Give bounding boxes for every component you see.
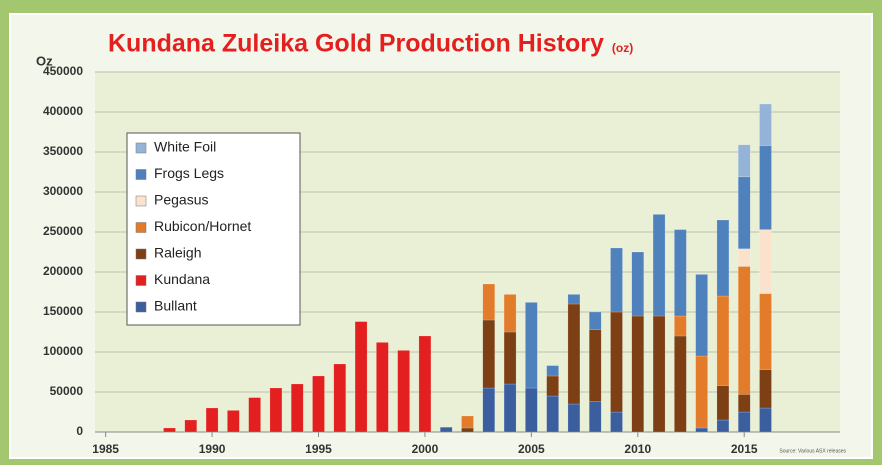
- bar-segment: [461, 427, 474, 433]
- bar-segment: [525, 387, 538, 433]
- legend-swatch: [135, 248, 147, 260]
- bar-segment: [759, 369, 772, 409]
- y-tick-label: 0: [76, 424, 83, 438]
- bar-segment: [333, 363, 347, 433]
- bar-segment: [759, 293, 772, 370]
- bar-segment: [567, 303, 581, 405]
- bar-segment: [716, 385, 730, 421]
- x-tick-label: 1985: [92, 442, 119, 456]
- y-tick-label: 50000: [50, 384, 84, 398]
- bar-segment: [376, 342, 389, 433]
- bar-segment: [716, 295, 730, 386]
- legend-swatch: [135, 222, 147, 233]
- legend-box: [126, 132, 301, 326]
- bar-segment: [674, 315, 687, 337]
- bar-segment: [695, 427, 708, 433]
- bar-segment: [759, 103, 772, 146]
- bar-segment: [546, 365, 559, 377]
- bar-segment: [737, 248, 751, 267]
- bar-segment: [759, 145, 772, 230]
- bar-segment: [631, 251, 645, 317]
- bar-segment: [546, 375, 559, 397]
- bar-segment: [652, 214, 666, 317]
- bar-segment: [567, 294, 581, 305]
- x-tick-label: 2000: [412, 442, 439, 456]
- bar-segment: [588, 401, 602, 433]
- bar-segment: [525, 302, 538, 389]
- y-tick-label: 300000: [43, 184, 83, 198]
- legend-swatch: [135, 142, 147, 154]
- bar-segment: [567, 403, 581, 433]
- y-tick-label: 400000: [43, 104, 83, 118]
- legend-swatch: [135, 275, 147, 286]
- bar-segment: [184, 419, 198, 433]
- chart-title: Kundana Zuleika Gold Production History: [108, 30, 604, 58]
- bar-segment: [716, 219, 730, 297]
- bar-segment: [631, 315, 645, 433]
- bar-segment: [163, 427, 176, 433]
- bar-segment: [695, 274, 708, 357]
- bar-segment: [418, 335, 432, 433]
- bar-segment: [503, 383, 517, 433]
- bar-segment: [588, 311, 602, 330]
- legend-label: Pegasus: [154, 192, 208, 208]
- bar-segment: [610, 247, 623, 313]
- y-tick-label: 200000: [43, 264, 83, 278]
- bar-segment: [439, 426, 453, 433]
- x-tick-label: 2005: [518, 442, 545, 456]
- legend-swatch: [135, 195, 147, 207]
- legend-label: Kundana: [154, 271, 210, 287]
- y-tick-label: 250000: [43, 224, 83, 238]
- bar-segment: [397, 350, 410, 433]
- x-tick-label: 1990: [199, 442, 226, 456]
- bar-segment: [312, 375, 325, 433]
- legend-label: Bullant: [154, 298, 197, 314]
- bar-segment: [737, 266, 751, 395]
- bar-segment: [610, 411, 623, 433]
- legend-label: Raleigh: [154, 245, 201, 261]
- bar-segment: [759, 229, 772, 294]
- bar-segment: [503, 294, 517, 333]
- bar-segment: [674, 229, 687, 317]
- bar-segment: [482, 319, 496, 389]
- bar-segment: [695, 355, 708, 429]
- title-unit: (oz): [612, 41, 633, 55]
- bar-segment: [759, 407, 772, 433]
- bar-segment: [610, 311, 623, 413]
- bar-segment: [737, 176, 751, 250]
- bar-segment: [737, 411, 751, 433]
- bar-segment: [588, 329, 602, 402]
- x-tick-label: 1995: [305, 442, 332, 456]
- legend-label: Rubicon/Hornet: [154, 218, 251, 234]
- bar-segment: [269, 387, 283, 433]
- x-tick-label: 2010: [624, 442, 651, 456]
- bar-segment: [503, 331, 517, 385]
- bar-segment: [546, 395, 559, 433]
- bar-segment: [482, 387, 496, 433]
- bar-segment: [354, 321, 368, 433]
- bar-segment: [461, 415, 474, 429]
- legend-label: White Foil: [154, 139, 216, 155]
- y-tick-label: 450000: [43, 64, 83, 78]
- bar-segment: [248, 397, 261, 433]
- bar-segment: [674, 335, 687, 433]
- y-tick-label: 350000: [43, 144, 83, 158]
- bar-segment: [737, 394, 751, 413]
- legend-label: Frogs Legs: [154, 165, 224, 181]
- bar-segment: [737, 144, 751, 178]
- legend-swatch: [135, 301, 147, 313]
- source-note: Source: Various ASX releases: [779, 448, 846, 454]
- x-tick-label: 2015: [731, 442, 758, 456]
- bar-segment: [205, 407, 219, 433]
- y-axis-label: Oz: [36, 53, 53, 68]
- bar-segment: [716, 419, 730, 433]
- bar-segment: [290, 383, 304, 433]
- legend-swatch: [135, 169, 147, 180]
- bar-segment: [652, 315, 666, 433]
- bar-segment: [227, 410, 240, 433]
- bar-segment: [482, 283, 496, 321]
- y-tick-label: 100000: [43, 344, 83, 358]
- y-tick-label: 150000: [43, 304, 83, 318]
